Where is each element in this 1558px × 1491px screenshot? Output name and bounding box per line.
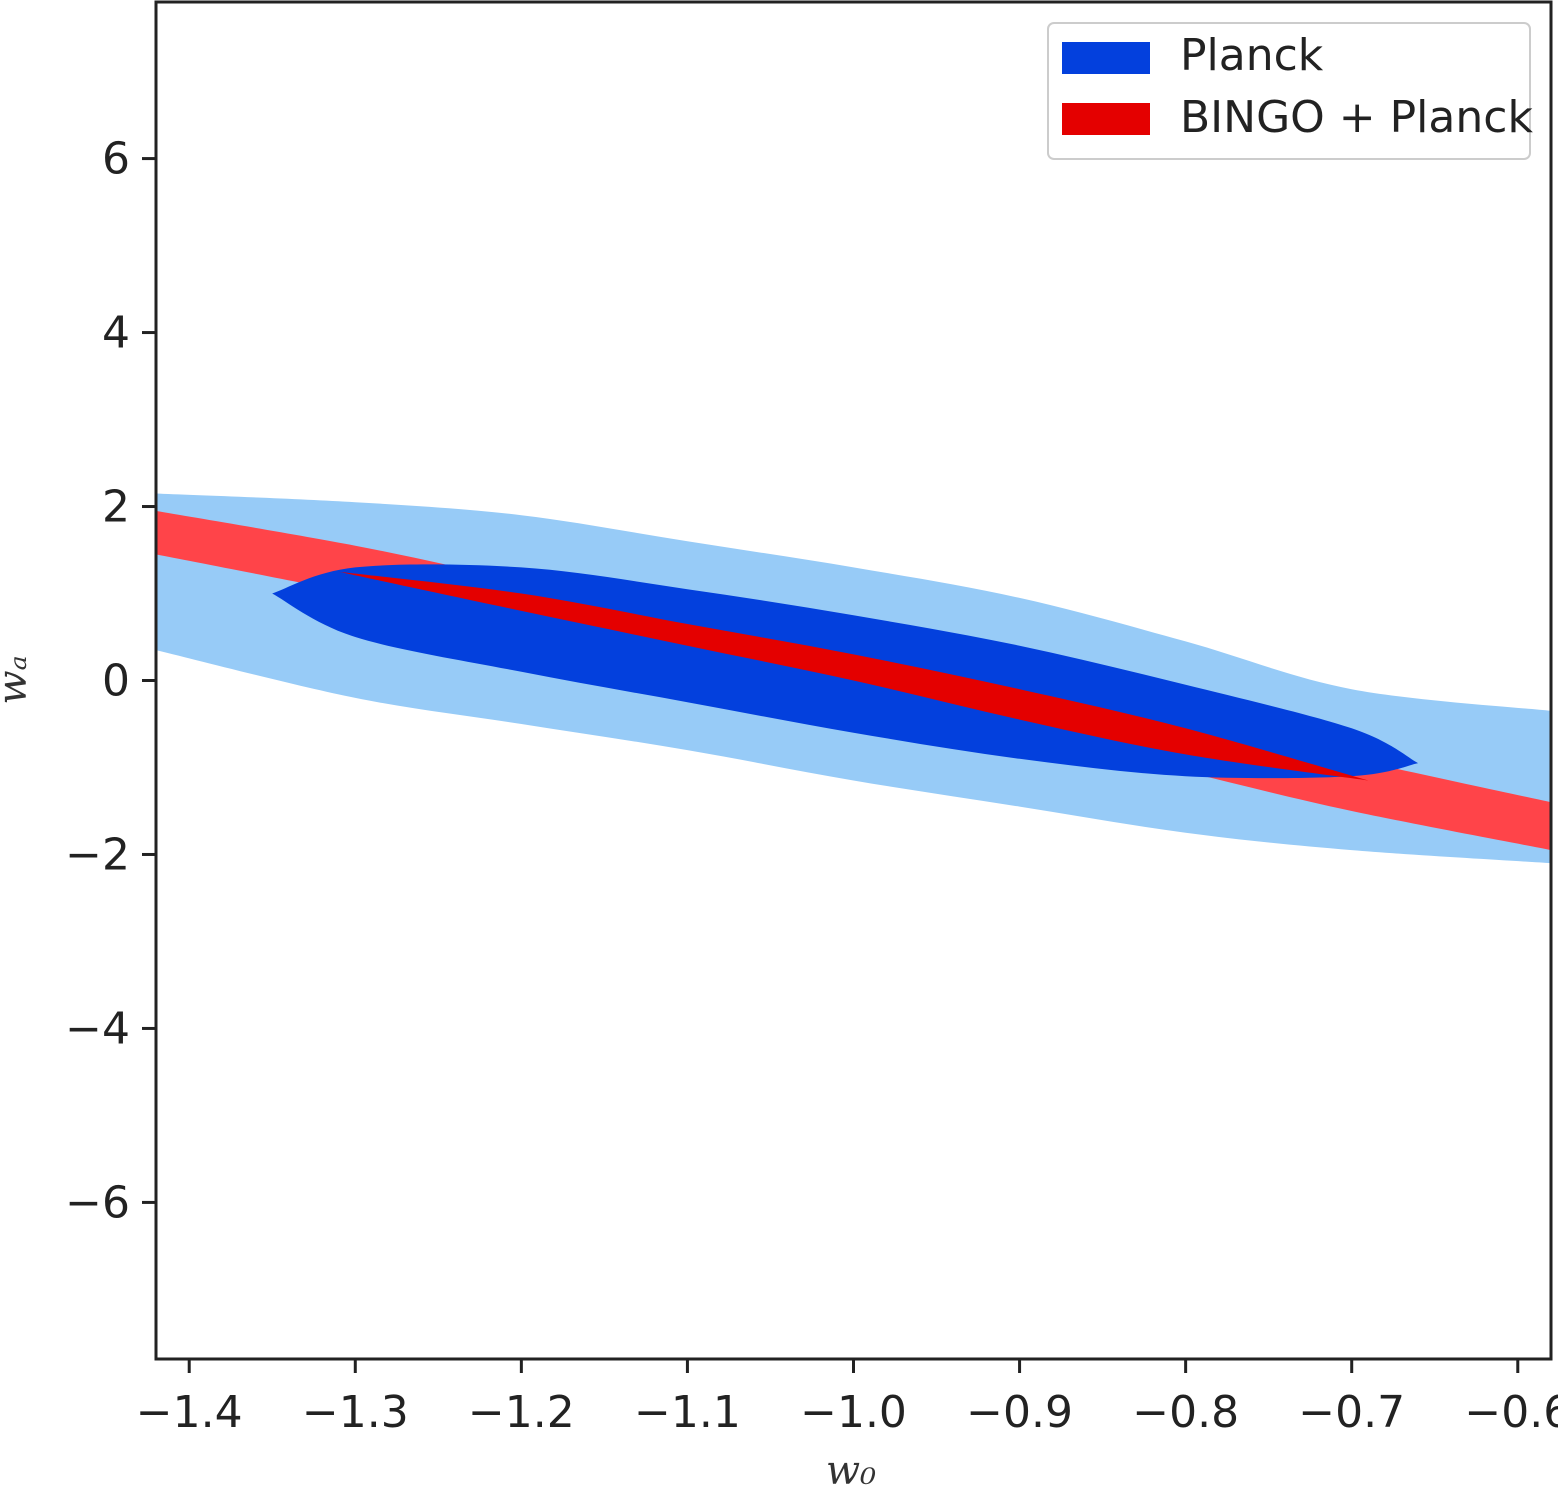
x-tick-label: −0.8 — [1132, 1387, 1239, 1438]
x-tick-label: −1.4 — [136, 1387, 243, 1438]
x-tick-label: −1.0 — [800, 1387, 907, 1438]
x-tick-label: −0.6 — [1464, 1387, 1558, 1438]
x-tick-label: −0.7 — [1298, 1387, 1405, 1438]
legend-box — [1047, 22, 1531, 160]
contour-bingo-planck-1-sigma — [338, 571, 1369, 781]
x-tick-label: −1.3 — [302, 1387, 409, 1438]
x-axis-ticks: −1.4 −1.3 −1.2 −1.1 −1.0 −0.9 −0.8 −0.7 −0.6 — [136, 1359, 1558, 1438]
x-tick-label: −1.1 — [634, 1387, 741, 1438]
legend-swatch-planck — [1062, 42, 1150, 74]
y-tick-label: 4 — [102, 308, 130, 359]
y-axis-ticks: 6 4 2 0 −2 −4 −6 — [65, 134, 156, 1228]
y-tick-label: −6 — [65, 1177, 130, 1228]
y-tick-label: 6 — [102, 134, 130, 185]
x-tick-label: −0.9 — [966, 1387, 1073, 1438]
y-tick-label: 0 — [102, 656, 130, 707]
contour-layer — [156, 493, 1551, 864]
legend-label-planck: Planck — [1180, 30, 1324, 81]
y-tick-label: 2 — [102, 482, 130, 533]
y-tick-label: −2 — [65, 829, 130, 880]
plot-frame — [154, 0, 1553, 1361]
legend: Planck BINGO + Planck — [1047, 22, 1533, 160]
legend-label-bingo-planck: BINGO + Planck — [1180, 92, 1533, 143]
y-tick-label: −4 — [65, 1003, 130, 1054]
x-tick-label: −1.2 — [468, 1387, 575, 1438]
legend-swatch-bingo-planck — [1062, 103, 1150, 135]
y-axis-label: wₐ — [0, 655, 36, 704]
x-axis-label: w₀ — [826, 1448, 876, 1491]
